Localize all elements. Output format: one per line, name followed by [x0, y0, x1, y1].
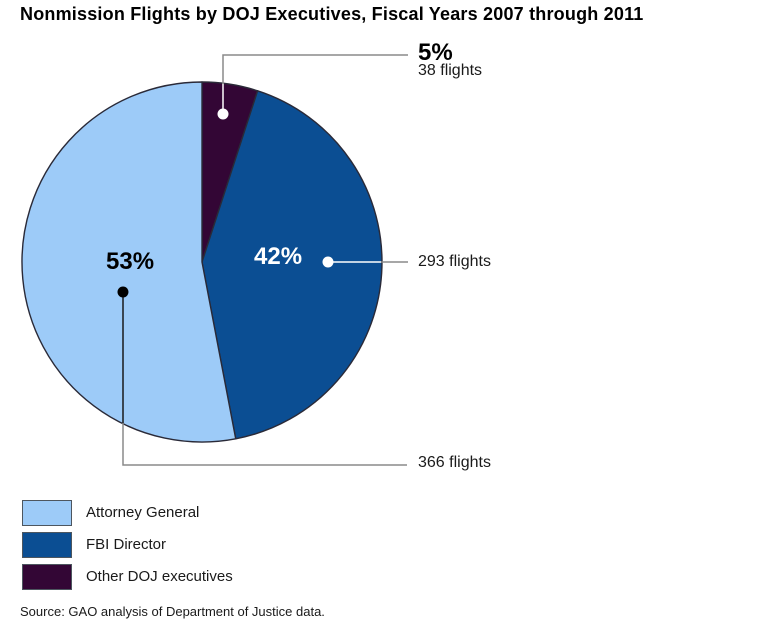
callout-line-ag-outer	[122, 423, 407, 466]
legend-row-other-doj-executives: Other DOJ executives	[22, 564, 233, 590]
callout-dot-ag	[117, 286, 129, 298]
value-label-fbi: 293 flights	[418, 253, 491, 270]
value-label-ag: 366 flights	[418, 454, 491, 471]
pie-slices	[21, 81, 383, 443]
legend-label-other-doj-executives: Other DOJ executives	[86, 568, 233, 585]
pie-slice-fbi-director	[201, 90, 383, 440]
callout-dot-fbi	[322, 256, 334, 268]
legend: Attorney General FBI Director Other DOJ …	[22, 500, 233, 596]
callout-line-other-outer	[222, 54, 408, 84]
legend-label-attorney-general: Attorney General	[86, 504, 200, 521]
legend-row-fbi-director: FBI Director	[22, 532, 233, 558]
chart-title: Nonmission Flights by DOJ Executives, Fi…	[20, 4, 644, 24]
legend-label-fbi-director: FBI Director	[86, 536, 167, 553]
legend-swatch-fbi-director	[22, 532, 72, 558]
legend-swatch-attorney-general	[22, 500, 72, 526]
source-note: Source: GAO analysis of Department of Ju…	[20, 604, 325, 619]
legend-swatch-other-doj-executives	[22, 564, 72, 590]
percent-label-fbi: 42%	[254, 243, 303, 270]
percent-label-ag: 53%	[106, 248, 155, 275]
percent-label-other: 5%	[418, 39, 453, 66]
pie-slice-attorney-general	[21, 81, 237, 443]
legend-row-attorney-general: Attorney General	[22, 500, 233, 526]
value-label-other: 38 flights	[418, 62, 483, 79]
callout-dot-other	[217, 108, 229, 120]
